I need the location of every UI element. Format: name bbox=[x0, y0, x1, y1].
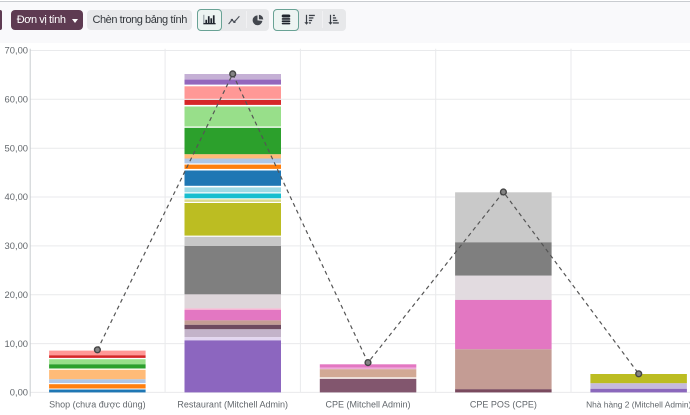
svg-text:10,00: 10,00 bbox=[5, 338, 28, 349]
svg-text:40,00: 40,00 bbox=[5, 191, 28, 202]
svg-text:Shop (chưa được dùng): Shop (chưa được dùng) bbox=[49, 400, 146, 410]
svg-text:CPE (Mitchell Admin): CPE (Mitchell Admin) bbox=[325, 400, 410, 410]
svg-text:50,00: 50,00 bbox=[5, 142, 28, 153]
svg-text:Nhà hàng 2 (Mitchell Admin): Nhà hàng 2 (Mitchell Admin) bbox=[586, 400, 690, 410]
svg-text:70,00: 70,00 bbox=[5, 45, 28, 56]
svg-text:CPE POS (CPE): CPE POS (CPE) bbox=[470, 400, 537, 410]
svg-text:30,00: 30,00 bbox=[5, 240, 28, 251]
svg-text:20,00: 20,00 bbox=[5, 289, 28, 300]
svg-text:Restaurant (Mitchell Admin): Restaurant (Mitchell Admin) bbox=[177, 400, 288, 410]
svg-text:0,00: 0,00 bbox=[10, 387, 28, 398]
svg-text:60,00: 60,00 bbox=[5, 94, 28, 105]
